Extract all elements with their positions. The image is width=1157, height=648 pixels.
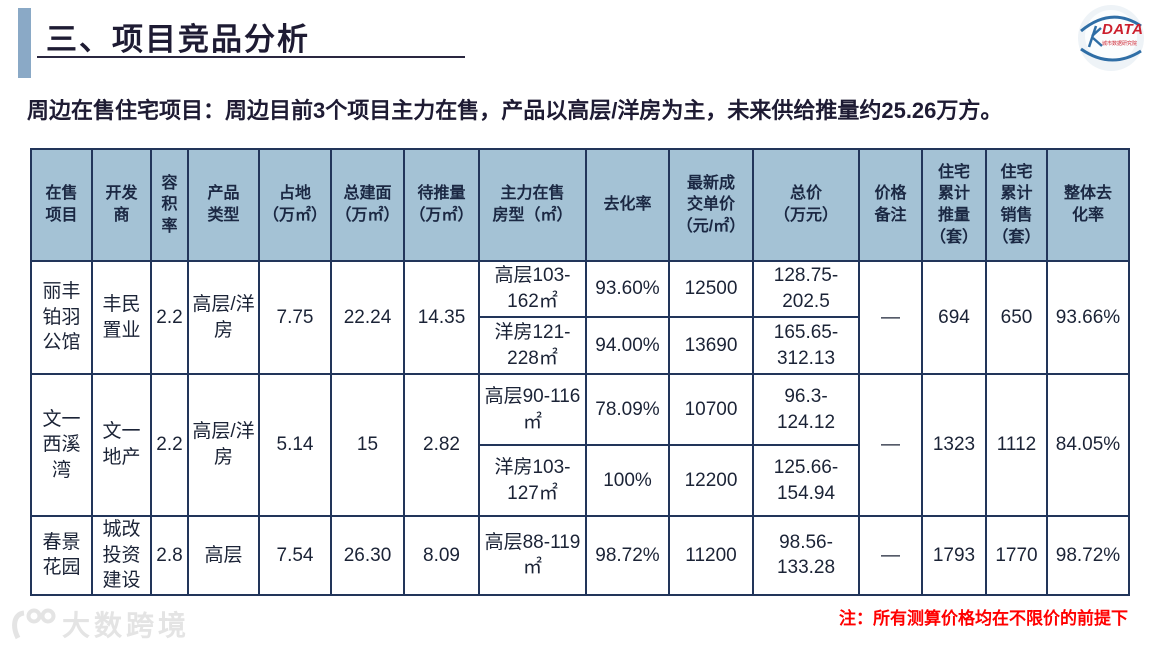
cell-plot-ratio: 2.2 <box>150 260 189 375</box>
col-header-main-unit-type: 主力在售 房型（㎡） <box>478 148 587 262</box>
cell-plot-ratio: 2.8 <box>150 515 189 596</box>
cell-product-type: 高层/洋房 <box>187 373 260 517</box>
cell-cumulative-supply: 1793 <box>921 515 987 596</box>
col-header-sell-through: 去化率 <box>585 148 670 262</box>
col-header-total-price: 总价 （万元） <box>752 148 860 262</box>
cell-total-price: 125.66-154.94 <box>752 444 860 517</box>
cell-unit-type: 高层103-162㎡ <box>478 260 587 318</box>
competitor-table-container: 在售 项目 开发 商 容 积 率 产品 类型 占地 （万㎡） 总建面 （万㎡） … <box>30 148 1130 596</box>
cell-cumulative-sales: 1112 <box>985 373 1048 517</box>
cell-unit-type: 洋房121-228㎡ <box>478 316 587 375</box>
header-row: 在售 项目 开发 商 容 积 率 产品 类型 占地 （万㎡） 总建面 （万㎡） … <box>30 148 1130 262</box>
watermark-text: 大数跨境 <box>62 610 191 641</box>
cell-cumulative-supply: 1323 <box>921 373 987 517</box>
cell-unit-price: 10700 <box>668 373 754 446</box>
cell-project-name: 丽丰铂羽公馆 <box>30 260 93 375</box>
col-header-project: 在售 项目 <box>30 148 93 262</box>
cell-plot-ratio: 2.2 <box>150 373 189 517</box>
cell-unit-price: 11200 <box>668 515 754 596</box>
cell-cumulative-sales: 650 <box>985 260 1048 375</box>
logo-bolt-icon <box>1087 25 1103 48</box>
cell-price-note: — <box>858 515 923 596</box>
price-disclaimer-note: 注：所有测算价格均在不限价的前提下 <box>839 609 1128 628</box>
table-row: 丽丰铂羽公馆 丰民置业 2.2 高层/洋房 7.75 22.24 14.35 高… <box>30 260 1130 375</box>
cell-overall-rate: 93.66% <box>1046 260 1130 375</box>
table-row: 春景花园 城改投资建设 2.8 高层 7.54 26.30 8.09 高层88-… <box>30 515 1130 596</box>
competitor-table: 在售 项目 开发 商 容 积 率 产品 类型 占地 （万㎡） 总建面 （万㎡） … <box>30 148 1130 596</box>
cell-sell-through: 98.72% <box>585 515 670 596</box>
cell-total-gfa: 26.30 <box>330 515 405 596</box>
table-row: 文一西溪湾 文一地产 2.2 高层/洋房 5.14 15 2.82 高层90-1… <box>30 373 1130 517</box>
cell-overall-rate: 98.72% <box>1046 515 1130 596</box>
cell-unit-type: 高层88-119㎡ <box>478 515 587 596</box>
cell-total-price: 165.65-312.13 <box>752 316 860 375</box>
cell-total-gfa: 15 <box>330 373 405 517</box>
cell-cumulative-supply: 694 <box>921 260 987 375</box>
col-header-land-area: 占地 （万㎡） <box>258 148 332 262</box>
cell-product-type: 高层/洋房 <box>187 260 260 375</box>
cell-price-note: — <box>858 373 923 517</box>
logo-data-text: DATA <box>1102 21 1144 38</box>
cell-pending-volume: 14.35 <box>403 260 480 375</box>
cell-unit-price: 12200 <box>668 444 754 517</box>
cell-pending-volume: 2.82 <box>403 373 480 517</box>
cell-unit-type: 洋房103-127㎡ <box>478 444 587 517</box>
col-header-overall-rate: 整体去 化率 <box>1046 148 1130 262</box>
cell-price-note: — <box>858 260 923 375</box>
watermark: 大数跨境 <box>8 604 190 644</box>
company-logo: DATA 城市数据研究院 <box>1077 4 1145 72</box>
cell-sell-through: 100% <box>585 444 670 517</box>
watermark-logo-icon <box>12 608 56 640</box>
cell-total-price: 128.75-202.5 <box>752 260 860 318</box>
cell-unit-type: 高层90-116㎡ <box>478 373 587 446</box>
cell-land-area: 7.75 <box>258 260 332 375</box>
cell-total-price: 96.3-124.12 <box>752 373 860 446</box>
col-header-cumulative-supply: 住宅 累计 推量 （套） <box>921 148 987 262</box>
col-header-unit-price: 最新成 交单价 （元/㎡） <box>668 148 754 262</box>
cell-land-area: 5.14 <box>258 373 332 517</box>
col-header-total-gfa: 总建面 （万㎡） <box>330 148 405 262</box>
page-title: 三、项目竞品分析 <box>46 22 310 57</box>
col-header-pending-volume: 待推量 （万㎡） <box>403 148 480 262</box>
col-header-price-note: 价格 备注 <box>858 148 923 262</box>
cell-unit-price: 12500 <box>668 260 754 318</box>
cell-project-name: 春景花园 <box>30 515 93 596</box>
cell-developer: 文一地产 <box>91 373 152 517</box>
cell-total-price: 98.56-133.28 <box>752 515 860 596</box>
col-header-cumulative-sales: 住宅 累计 销售 （套） <box>985 148 1048 262</box>
col-header-plot-ratio: 容 积 率 <box>150 148 189 262</box>
title-accent-bar <box>18 8 31 78</box>
cell-sell-through: 93.60% <box>585 260 670 318</box>
slide-subtitle: 周边在售住宅项目：周边目前3个项目主力在售，产品以高层/洋房为主，未来供给推量约… <box>27 98 1003 123</box>
table-row: 洋房103-127㎡ 100% 12200 125.66-154.94 <box>31 444 1129 517</box>
cell-sell-through: 94.00% <box>585 316 670 375</box>
cell-sell-through: 78.09% <box>585 373 670 446</box>
cell-developer: 丰民置业 <box>91 260 152 375</box>
col-header-product-type: 产品 类型 <box>187 148 260 262</box>
col-header-developer: 开发 商 <box>91 148 152 262</box>
logo-subtext: 城市数据研究院 <box>1102 41 1137 47</box>
cell-developer: 城改投资建设 <box>91 515 152 596</box>
cell-product-type: 高层 <box>187 515 260 596</box>
cell-pending-volume: 8.09 <box>403 515 480 596</box>
table-row: 洋房121-228㎡ 94.00% 13690 165.65-312.13 <box>31 316 1129 375</box>
cell-land-area: 7.54 <box>258 515 332 596</box>
cell-unit-price: 13690 <box>668 316 754 375</box>
cell-overall-rate: 84.05% <box>1046 373 1130 517</box>
logo-badge-icon <box>1078 5 1144 71</box>
cell-project-name: 文一西溪湾 <box>30 373 93 517</box>
cell-total-gfa: 22.24 <box>330 260 405 375</box>
cell-cumulative-sales: 1770 <box>985 515 1048 596</box>
title-underline <box>37 56 465 58</box>
